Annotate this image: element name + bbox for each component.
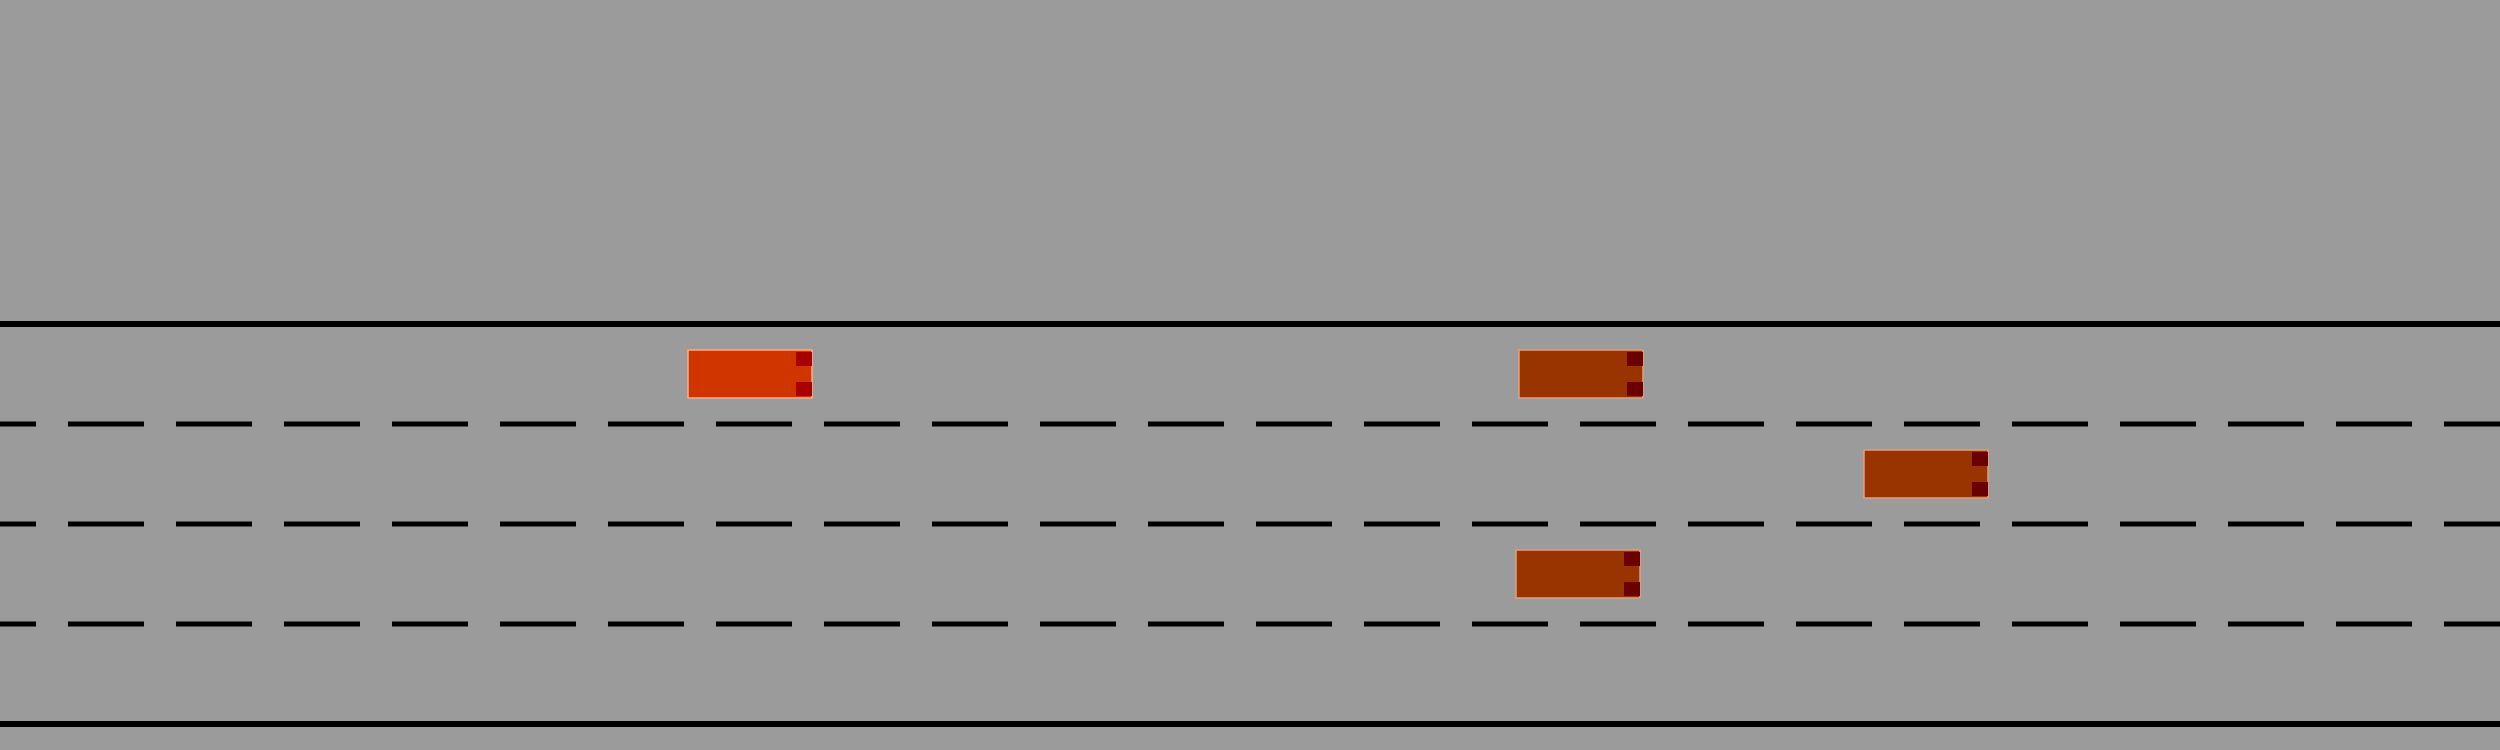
vehicle-light-right (1972, 482, 1988, 496)
vehicle-2 (1863, 449, 1989, 499)
ego-vehicle (687, 349, 813, 399)
vehicle-light-left (1624, 552, 1640, 566)
vehicle-1 (1518, 349, 1644, 399)
vehicle-light-right (1627, 382, 1643, 396)
vehicle-body (687, 349, 813, 399)
vehicle-body (1518, 349, 1644, 399)
vehicle-light-right (796, 382, 812, 396)
vehicle-light-left (796, 352, 812, 366)
vehicle-light-left (1627, 352, 1643, 366)
vehicle-light-right (1624, 582, 1640, 596)
vehicle-3 (1515, 549, 1641, 599)
vehicle-body (1863, 449, 1989, 499)
vehicle-body (1515, 549, 1641, 599)
vehicle-light-left (1972, 452, 1988, 466)
